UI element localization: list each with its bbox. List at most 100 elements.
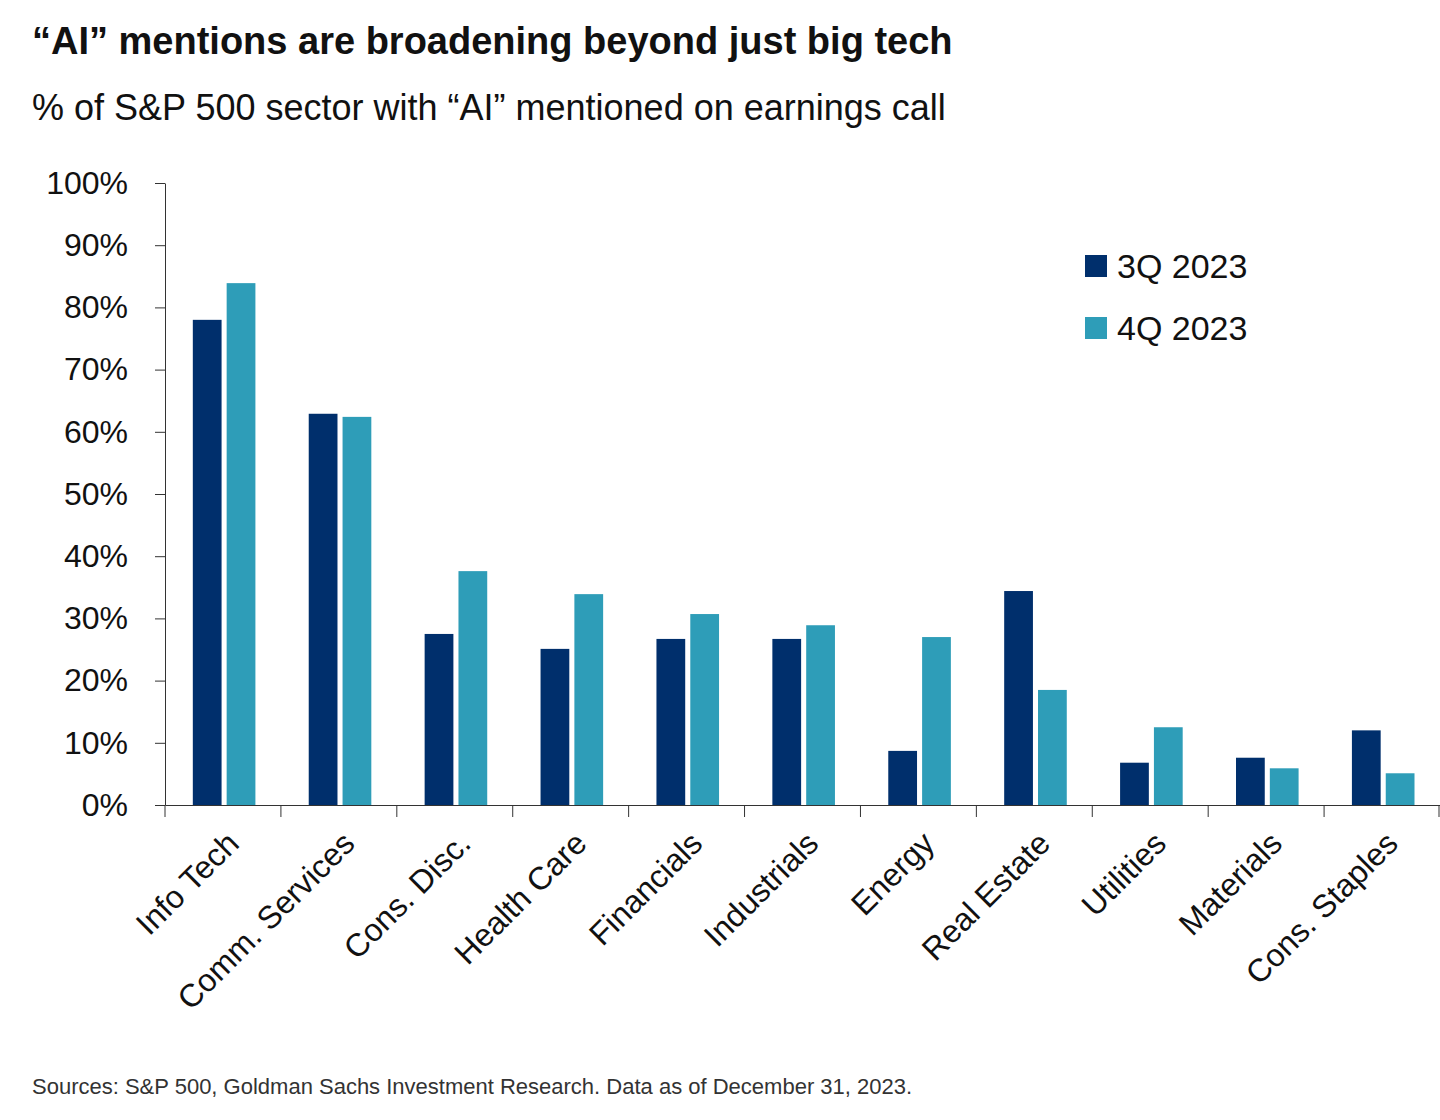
y-tick: 80%	[64, 289, 165, 325]
y-tick-mark	[155, 494, 165, 495]
bar	[922, 637, 951, 805]
y-tick-mark	[155, 432, 165, 433]
y-tick-mark	[155, 805, 165, 806]
y-tick-label: 90%	[64, 227, 128, 263]
y-tick: 10%	[64, 725, 165, 761]
bar	[1038, 690, 1067, 805]
x-tick-label: Health Care	[447, 825, 593, 971]
x-tick-label: Utilities	[1075, 825, 1173, 923]
bars	[193, 283, 1415, 805]
y-tick: 50%	[64, 476, 165, 512]
x-axis: Info TechComm. ServicesCons. Disc.Health…	[129, 805, 1440, 1016]
y-tick-mark	[155, 556, 165, 557]
bar	[458, 571, 487, 805]
bar	[227, 283, 256, 805]
x-tick: Financials	[582, 805, 709, 952]
y-tick: 100%	[46, 165, 165, 201]
y-axis: 0% 10% 20% 30% 40% 50% 60% 70% 80% 90% 100%	[46, 165, 165, 823]
x-tick: Energy	[844, 805, 941, 922]
x-tick: Cons. Staples	[1238, 805, 1404, 991]
bar	[1120, 763, 1149, 805]
bar	[193, 320, 222, 805]
y-tick: 30%	[64, 600, 165, 636]
category-divider	[512, 805, 513, 817]
x-tick: Utilities	[1075, 805, 1173, 923]
y-tick: 70%	[64, 351, 165, 387]
y-tick-label: 50%	[64, 476, 128, 512]
y-tick: 20%	[64, 662, 165, 698]
x-tick: Industrials	[697, 805, 826, 954]
bar	[425, 634, 454, 805]
x-axis-line	[166, 805, 1440, 806]
y-tick-mark	[155, 743, 165, 744]
y-tick-mark	[155, 245, 165, 246]
y-tick-mark	[155, 370, 165, 371]
y-tick-label: 100%	[46, 165, 128, 201]
y-tick-label: 20%	[64, 662, 128, 698]
category-divider	[165, 805, 166, 817]
bar	[1236, 758, 1265, 805]
legend-label: 4Q 2023	[1117, 309, 1247, 347]
y-tick-mark	[155, 307, 165, 308]
chart: “AI” mentions are broadening beyond just…	[0, 0, 1440, 1120]
bar	[806, 625, 835, 805]
x-tick: Health Care	[447, 805, 593, 971]
y-tick: 60%	[64, 414, 165, 450]
subtitle: % of S&P 500 sector with “AI” mentioned …	[32, 87, 946, 128]
y-tick-label: 80%	[64, 289, 128, 325]
category-divider	[744, 805, 745, 817]
y-tick: 90%	[64, 227, 165, 263]
legend-label: 3Q 2023	[1117, 247, 1247, 285]
category-divider	[860, 805, 861, 817]
category-divider	[628, 805, 629, 817]
category-divider	[1208, 805, 1209, 817]
y-tick-mark	[155, 681, 165, 682]
title: “AI” mentions are broadening beyond just…	[32, 20, 953, 62]
y-tick-label: 70%	[64, 351, 128, 387]
x-tick: Info Tech	[129, 805, 246, 942]
category-divider	[1092, 805, 1093, 817]
y-tick: 40%	[64, 538, 165, 574]
x-tick-label: Real Estate	[915, 825, 1057, 967]
category-divider	[976, 805, 977, 817]
x-tick: Materials	[1172, 805, 1289, 942]
bar	[1270, 768, 1299, 805]
x-tick-label: Comm. Services	[170, 825, 361, 1016]
bar	[690, 614, 719, 805]
y-tick-label: 40%	[64, 538, 128, 574]
legend-item: 3Q 2023	[1085, 247, 1247, 285]
x-tick-label: Cons. Staples	[1238, 825, 1404, 991]
legend: 3Q 2023 4Q 2023	[1085, 247, 1247, 347]
category-divider	[396, 805, 397, 817]
bar	[1154, 727, 1183, 805]
bar	[1352, 730, 1381, 805]
bar	[309, 414, 338, 805]
y-tick-mark	[155, 618, 165, 619]
y-tick-label: 10%	[64, 725, 128, 761]
legend-swatch	[1085, 255, 1107, 277]
category-dividers	[165, 805, 1439, 817]
bar	[1004, 591, 1033, 805]
bar	[656, 639, 685, 805]
y-tick-label: 60%	[64, 414, 128, 450]
bar	[772, 639, 801, 805]
bar	[343, 417, 372, 805]
bar	[888, 751, 917, 805]
x-tick-label: Financials	[582, 825, 709, 952]
series-bars	[227, 283, 1415, 805]
x-tick-label: Info Tech	[129, 825, 246, 942]
y-tick-mark	[155, 183, 165, 184]
source: Sources: S&P 500, Goldman Sachs Investme…	[32, 1074, 912, 1099]
legend-item: 4Q 2023	[1085, 309, 1247, 347]
y-tick-label: 30%	[64, 600, 128, 636]
y-tick: 0%	[82, 787, 165, 823]
x-tick-label: Materials	[1172, 825, 1289, 942]
category-divider	[1439, 805, 1440, 817]
y-tick-label: 0%	[82, 787, 128, 823]
bar	[1386, 773, 1415, 805]
bar	[574, 594, 603, 805]
series-bars	[193, 320, 1381, 805]
x-tick: Real Estate	[915, 805, 1057, 967]
bar	[541, 649, 570, 805]
category-divider	[280, 805, 281, 817]
